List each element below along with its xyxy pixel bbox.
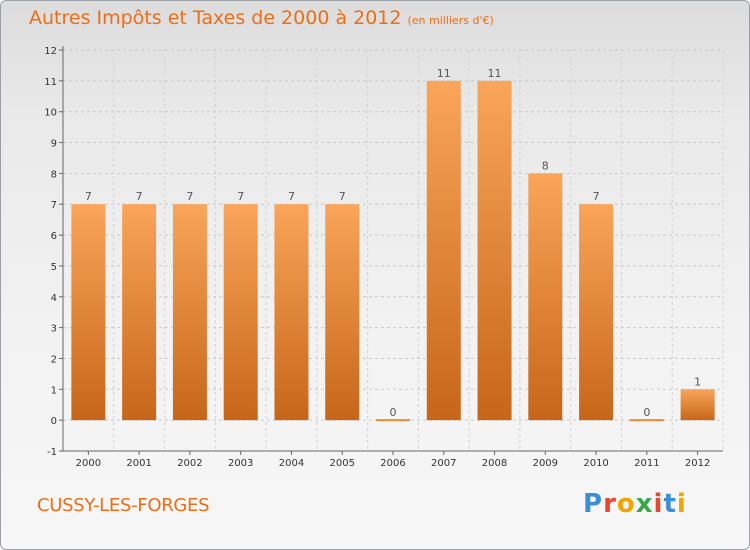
- logo-letter: i: [653, 489, 664, 519]
- logo-letter: x: [635, 489, 654, 519]
- logo-letter: o: [616, 489, 636, 519]
- value-label: 11: [488, 67, 502, 80]
- bar-2008: [477, 80, 512, 421]
- x-tick-label: 2002: [177, 458, 202, 469]
- x-tick-label: 2008: [482, 458, 507, 469]
- x-tick-label: 2011: [634, 458, 659, 469]
- value-label: 7: [85, 190, 92, 203]
- x-tick-label: 2000: [76, 458, 101, 469]
- bars: [71, 80, 715, 422]
- x-tick-label: 2001: [126, 458, 151, 469]
- y-tick-label: 11: [44, 77, 57, 88]
- chart-title-text: Autres Impôts et Taxes de 2000 à 2012: [29, 7, 402, 29]
- y-tick-label: 9: [51, 139, 57, 150]
- x-tick-label: 2007: [431, 458, 456, 469]
- y-tick-label: -1: [47, 447, 57, 458]
- value-label: 0: [643, 406, 650, 419]
- bar-2003: [223, 204, 258, 421]
- y-tick-label: 4: [51, 293, 57, 304]
- x-tick-label: 2009: [533, 458, 558, 469]
- labels: 7 7 7 7 7 7 0 11 11 8 7 0 1: [85, 67, 701, 419]
- bar-2005: [325, 204, 360, 421]
- x-tick-label: 2005: [330, 458, 355, 469]
- value-label: 7: [288, 190, 295, 203]
- grid-lines: [62, 49, 724, 452]
- bar-2004: [274, 204, 309, 421]
- value-label: 8: [542, 159, 549, 172]
- x-tick-label: 2004: [279, 458, 304, 469]
- bar-2010: [579, 204, 614, 421]
- y-tick-label: 7: [51, 200, 57, 211]
- x-tick-label: 2006: [380, 458, 405, 469]
- city-name: CUSSY-LES-FORGES: [37, 495, 210, 516]
- bar-2012: [680, 389, 715, 421]
- bar-2002: [172, 204, 207, 421]
- y-tick-label: 3: [51, 324, 57, 335]
- bar-2000: [71, 204, 106, 421]
- y-tick-label: 10: [44, 108, 57, 119]
- x-tick-label: 2012: [685, 458, 710, 469]
- value-label: 7: [237, 190, 244, 203]
- y-tick-label: 2: [51, 354, 57, 365]
- y-tick-label: 6: [51, 231, 57, 242]
- logo-letter: r: [603, 489, 617, 519]
- logo-letter: i: [676, 489, 687, 519]
- y-tick-label: 0: [51, 416, 57, 427]
- bar-2007: [426, 80, 461, 421]
- chart-subtitle: (en milliers d'€): [407, 14, 494, 27]
- value-label: 7: [136, 190, 143, 203]
- chart-title: Autres Impôts et Taxes de 2000 à 2012 (en…: [29, 7, 494, 29]
- value-label: 7: [339, 190, 346, 203]
- y-tick-label: 5: [51, 262, 57, 273]
- value-label: 11: [437, 67, 451, 80]
- value-label: 1: [694, 375, 701, 388]
- x-tick-label: 2010: [583, 458, 608, 469]
- value-label: 7: [186, 190, 193, 203]
- y-tick-label: 8: [51, 169, 57, 180]
- value-label: 7: [593, 190, 600, 203]
- value-label: 0: [390, 406, 397, 419]
- logo-letter: t: [663, 489, 677, 519]
- x-tick-label: 2003: [228, 458, 253, 469]
- y-tick-label: 12: [44, 46, 57, 57]
- y-tick-label: 1: [51, 385, 57, 396]
- bar-2001: [122, 204, 157, 421]
- logo-letter: P: [583, 489, 604, 519]
- bar-2009: [528, 173, 563, 421]
- proxiti-logo: Proxiti: [583, 489, 687, 519]
